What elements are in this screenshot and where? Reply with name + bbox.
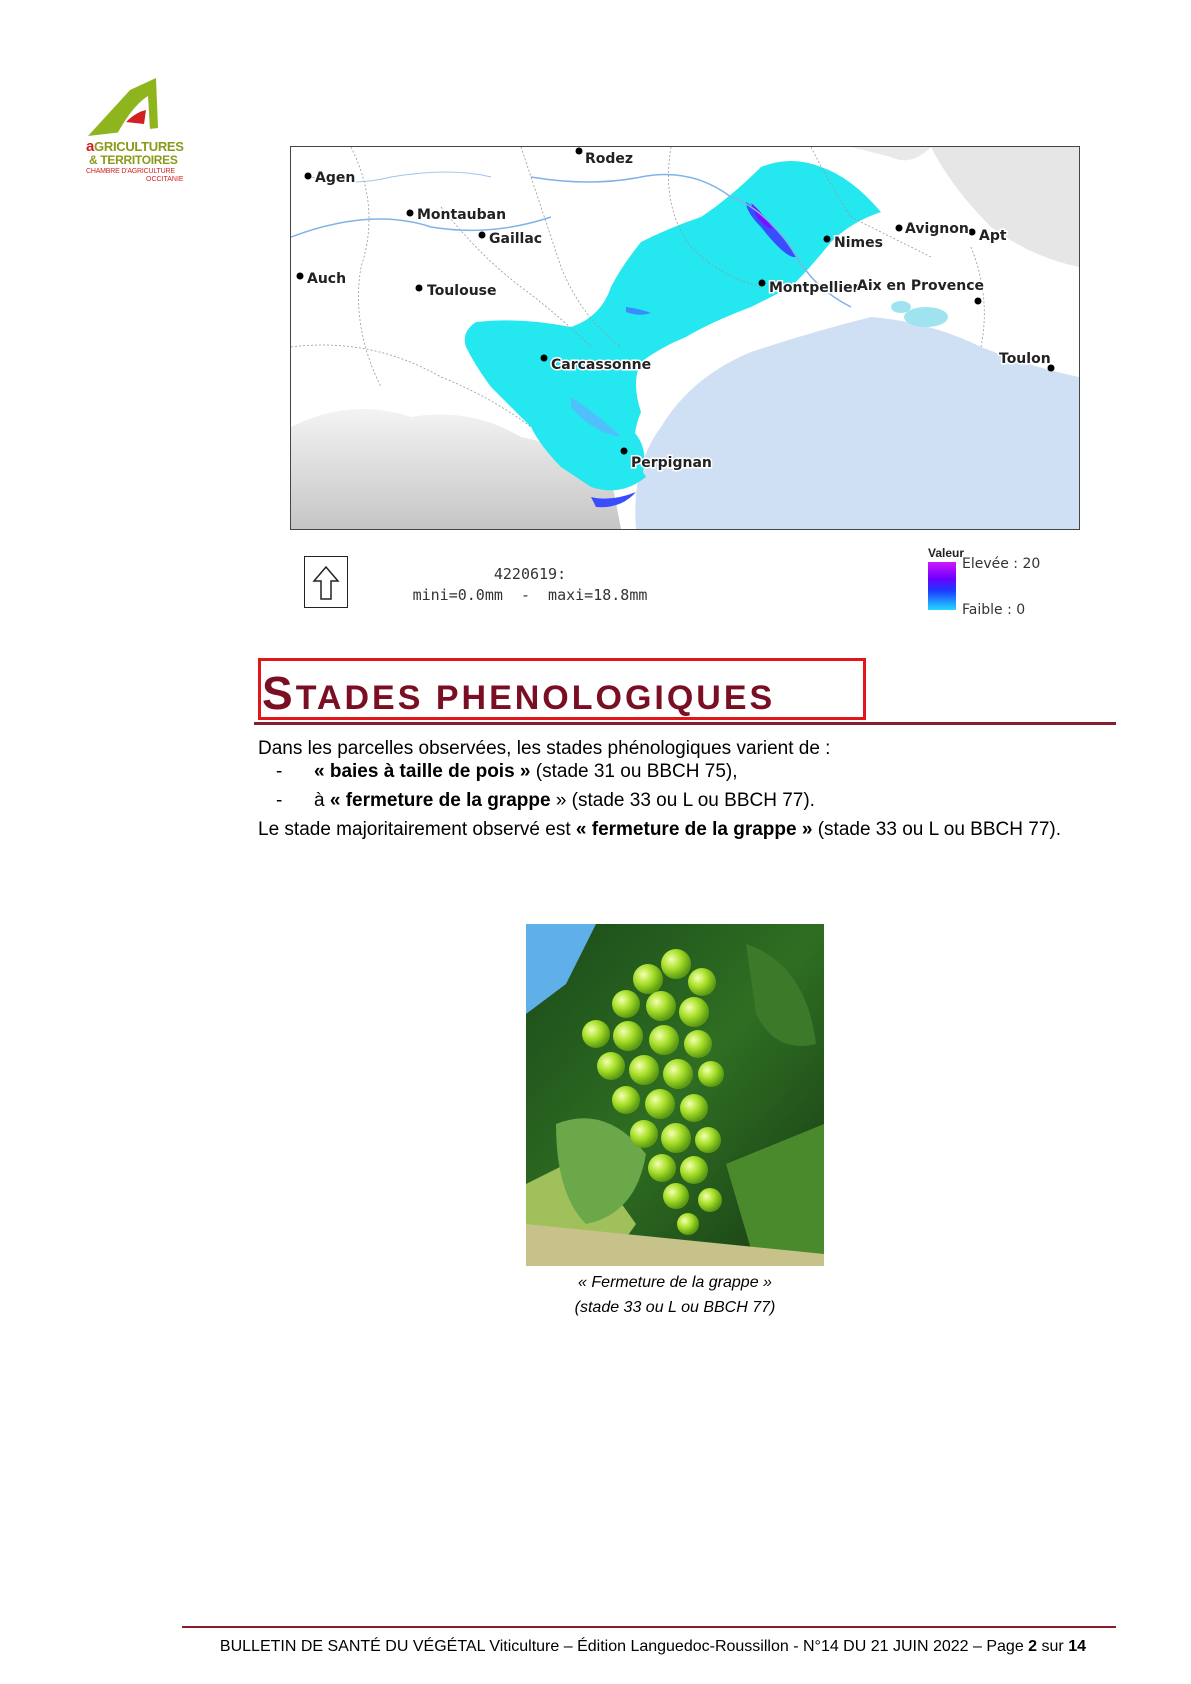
city-label-toulon: Toulon: [999, 351, 1051, 367]
grape-cluster-photo: [526, 924, 824, 1266]
city-label-apt: Apt: [979, 228, 1007, 244]
section-title-rest: TADES PHENOLOGIQUES: [295, 679, 776, 717]
bullet-dash-1: -: [276, 761, 283, 782]
summary-bold: « fermeture de la grappe »: [575, 819, 813, 840]
rainfall-map: Agen Rodez Montauban Gaillac Auch Toulou…: [290, 146, 1080, 530]
chamber-logo: aGRICULTURES & TERRITOIRES CHAMBRE D'AGR…: [86, 76, 194, 190]
city-label-rodez: Rodez: [585, 151, 633, 167]
bullet-1-bold: « baies à taille de pois »: [314, 761, 531, 782]
section-divider: [254, 722, 1116, 725]
legend-high: Elevée : 20: [962, 556, 1041, 572]
photo-caption-line-2: (stade 33 ou L ou BBCH 77): [574, 1299, 776, 1316]
bullet-dash-2: -: [276, 790, 283, 811]
city-label-toulouse: Toulouse: [427, 283, 497, 299]
footer-divider: [182, 1626, 1116, 1628]
logo-line-2: & TERRITOIRES: [89, 153, 178, 167]
city-label-gaillac: Gaillac: [489, 231, 542, 247]
footer-page-number: 2: [1028, 1638, 1038, 1655]
city-label-perpignan: Perpignan: [631, 455, 712, 471]
map-legend: Valeur Elevée : 20 Faible : 0: [928, 546, 1068, 618]
legend-low: Faible : 0: [962, 602, 1026, 618]
city-label-carcassonne: Carcassonne: [551, 357, 651, 373]
map-canvas: Agen Rodez Montauban Gaillac Auch Toulou…: [291, 147, 1079, 529]
bullet-item-1: « baies à taille de pois » (stade 31 ou …: [314, 761, 738, 782]
legend-title: Valeur: [928, 546, 965, 560]
city-label-agen: Agen: [315, 170, 355, 186]
city-label-montauban: Montauban: [417, 207, 506, 223]
city-label-aix-en-provence: Aix en Provence: [857, 278, 984, 294]
map-stats-id: 4220619:: [493, 565, 567, 583]
intro-paragraph: Dans les parcelles observées, les stades…: [258, 738, 831, 759]
map-stats-range: mini=0.0mm - maxi=18.8mm: [412, 586, 648, 604]
footer: BULLETIN DE SANTÉ DU VÉGÉTAL Viticulture…: [219, 1638, 1086, 1655]
city-label-avignon: Avignon: [905, 221, 969, 237]
summary-paragraph: Le stade majoritairement observé est « f…: [258, 819, 1061, 840]
city-label-auch: Auch: [307, 271, 346, 287]
map-stats: 4220619: mini=0.0mm - maxi=18.8mm: [380, 564, 680, 606]
city-label-nimes: Nimes: [834, 235, 883, 251]
north-arrow-icon: [304, 556, 348, 608]
footer-text: BULLETIN DE SANTÉ DU VÉGÉTAL Viticulture…: [219, 1638, 1029, 1655]
section-title-box: [258, 658, 866, 720]
logo-line-1: GRICULTURES: [94, 139, 184, 154]
photo-caption-line-1: « Fermeture de la grappe »: [578, 1274, 772, 1291]
footer-page-total: 14: [1068, 1638, 1086, 1655]
logo-line-4: OCCITANIE: [146, 176, 184, 183]
section-title: STADES PHENOLOGIQUES: [262, 666, 775, 720]
city-label-montpellier: Montpellier: [769, 280, 860, 296]
logo-letter-a: a: [86, 138, 95, 155]
section-title-initial: S: [262, 667, 296, 719]
logo-mark-icon: [88, 78, 158, 136]
bullet-item-2: à « fermeture de la grappe » (stade 33 o…: [314, 790, 815, 811]
legend-color-bar: [928, 562, 956, 610]
logo-line-3: CHAMBRE D'AGRICULTURE: [86, 168, 175, 175]
bullet-2-bold: « fermeture de la grappe: [329, 790, 551, 811]
